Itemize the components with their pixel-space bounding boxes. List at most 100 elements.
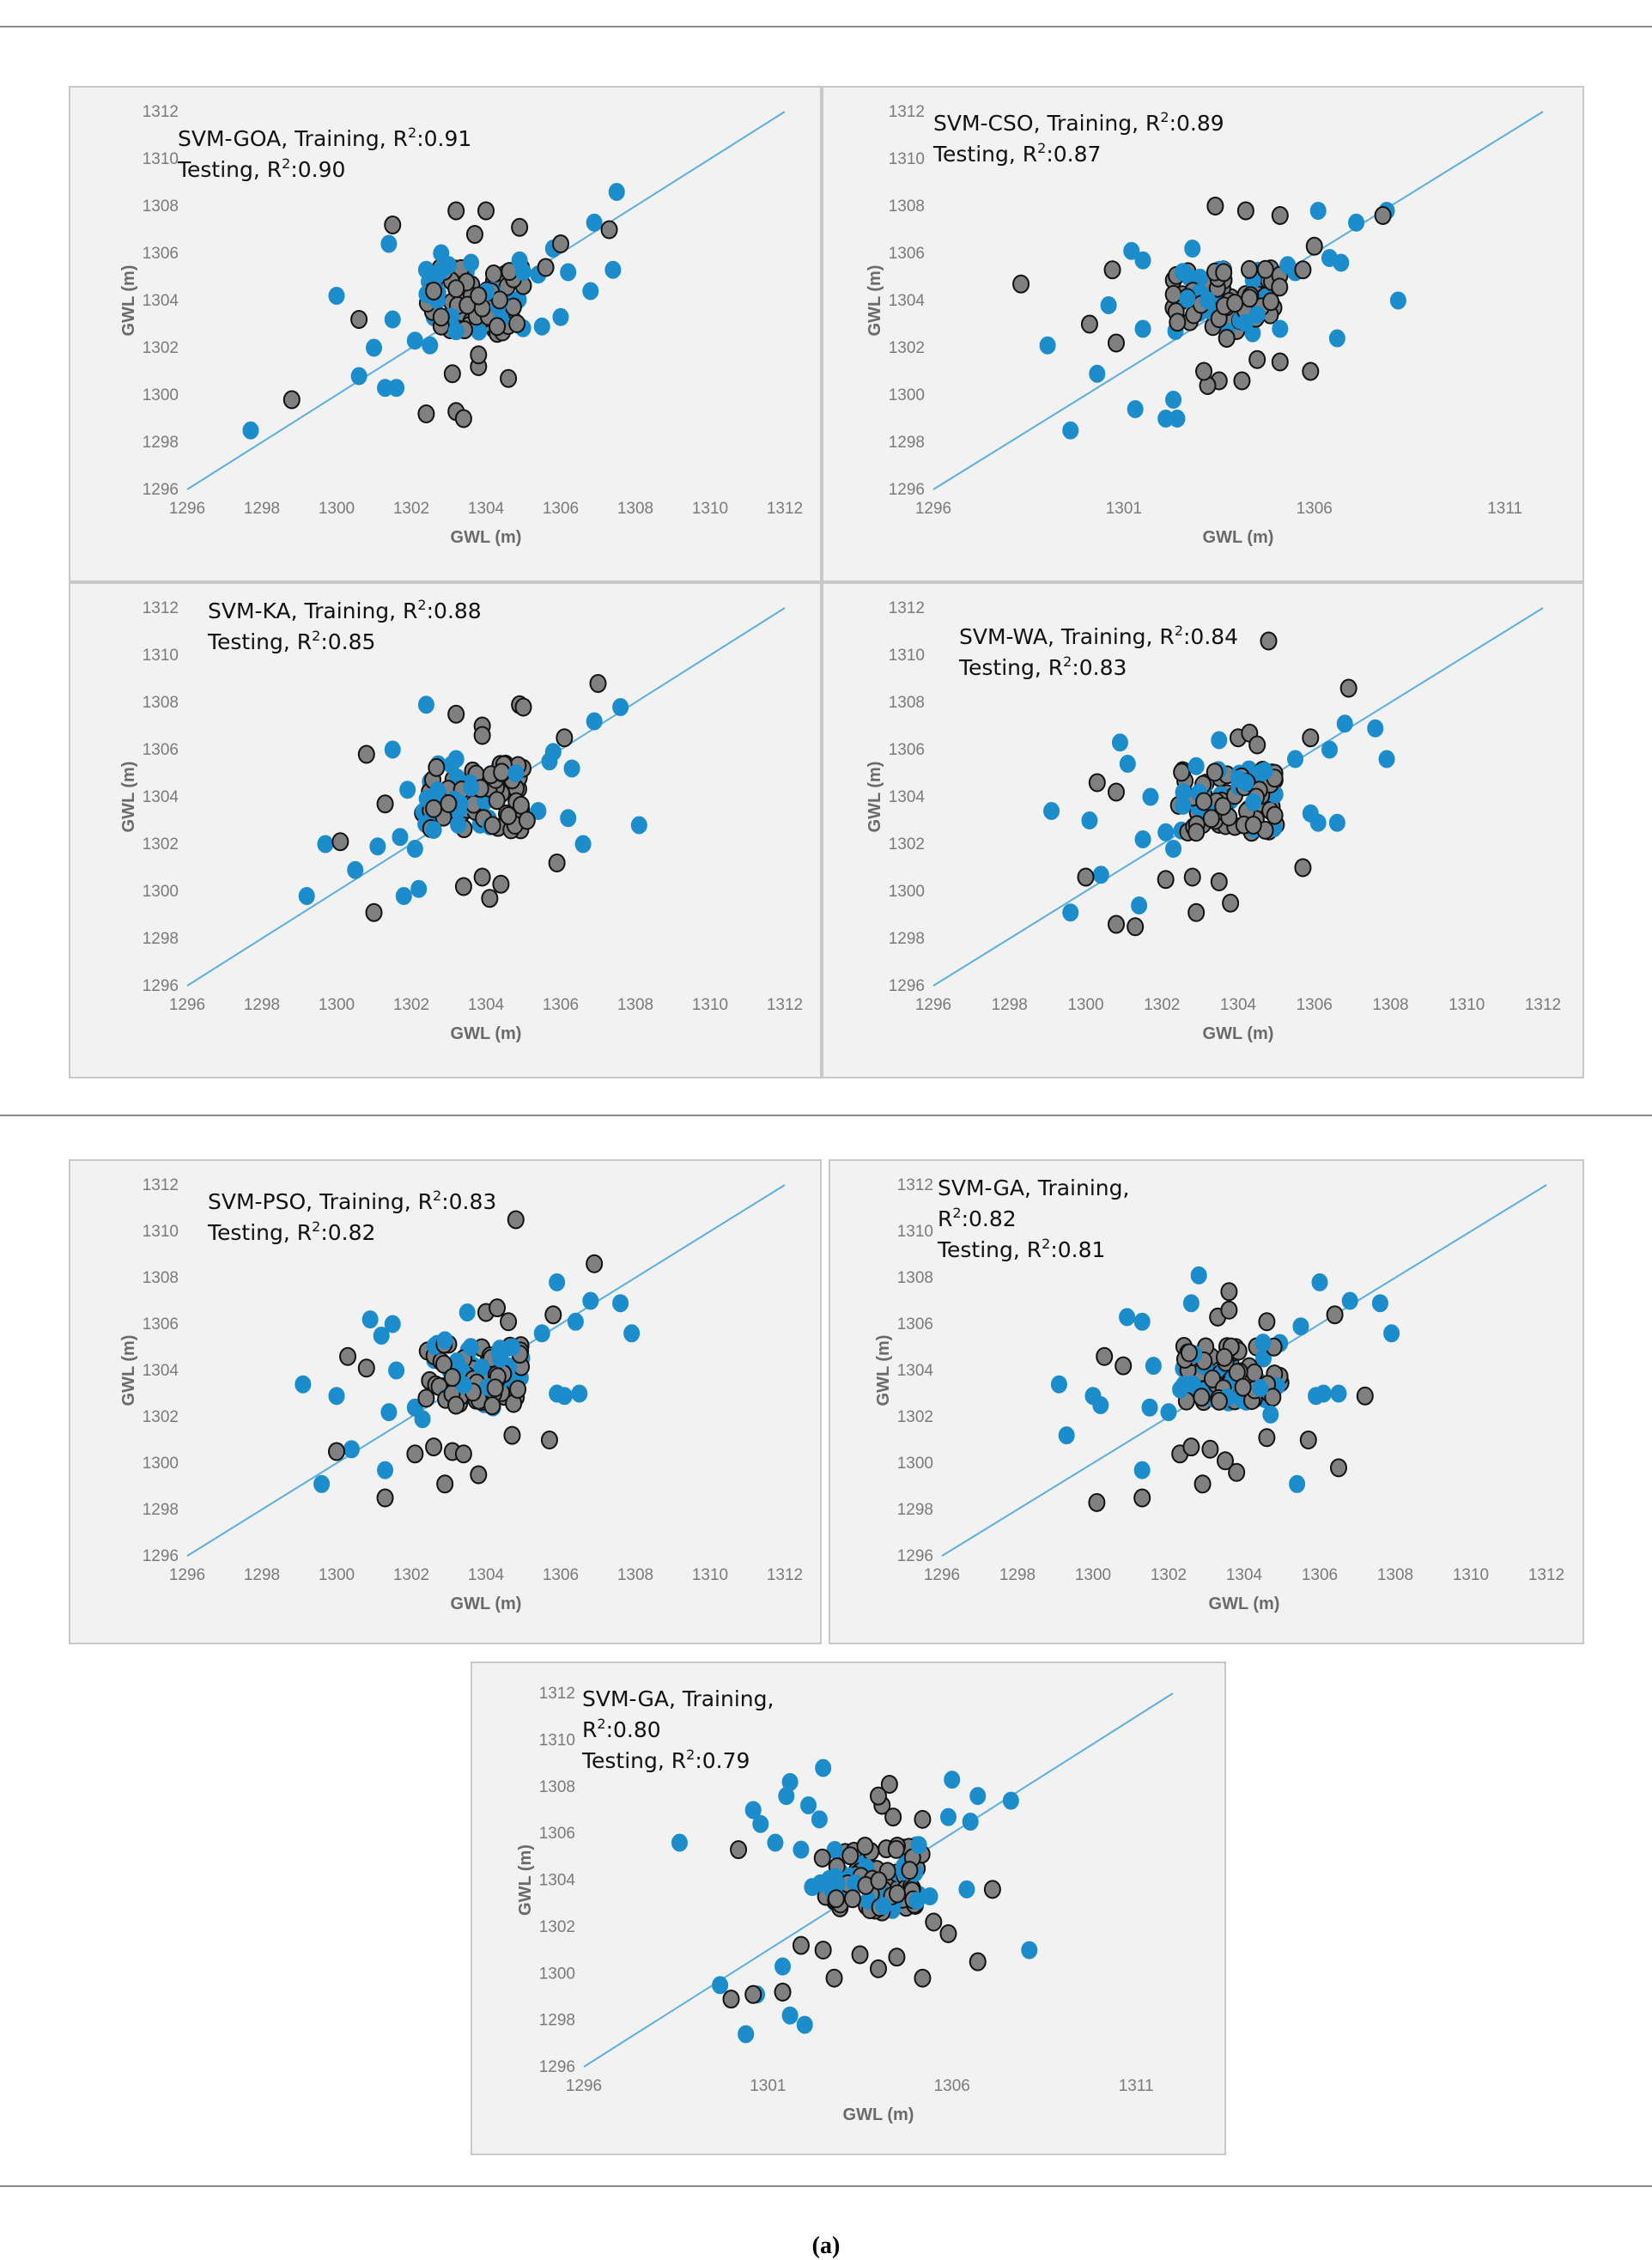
chart-svm-pso: 1296 1298 1300 1302 1304 1306 1308 1310 1312 1296… xyxy=(69,1159,822,1644)
x-tick-label: 1300 xyxy=(319,500,355,518)
x-tick-label: 1296 xyxy=(169,996,205,1014)
training-point xyxy=(406,840,423,858)
training-point xyxy=(1287,750,1304,769)
chart-svg: 1296 1298 1300 1302 1304 1306 1308 1310 1312 1296… xyxy=(119,1176,803,1613)
y-tick-label: 1302 xyxy=(539,1918,575,1936)
testing-point xyxy=(1234,1377,1252,1397)
training-point xyxy=(1182,1294,1200,1313)
testing-point xyxy=(357,744,375,764)
training-point xyxy=(1062,903,1079,922)
training-point xyxy=(380,1403,398,1422)
training-point xyxy=(752,1814,769,1833)
testing-point xyxy=(1248,349,1266,369)
x-tick-label: 1308 xyxy=(1377,1566,1413,1584)
testing-point xyxy=(1248,735,1266,755)
testing-point xyxy=(1294,858,1312,878)
annotation-line: Testing, R2:0.85 xyxy=(207,628,375,654)
x-tick-label: 1296 xyxy=(924,1566,960,1584)
training-point xyxy=(800,1796,817,1814)
training-point xyxy=(1367,719,1384,738)
training-point xyxy=(1089,364,1106,383)
x-tick-label: 1296 xyxy=(169,1566,205,1584)
training-point xyxy=(1348,213,1365,232)
training-point xyxy=(1341,1291,1358,1310)
training-point xyxy=(552,307,569,326)
training-point xyxy=(492,1349,509,1368)
training-point xyxy=(395,887,412,905)
testing-point xyxy=(1222,893,1240,913)
testing-point xyxy=(730,1840,748,1860)
training-point xyxy=(295,1375,312,1394)
x-tick-label: 1310 xyxy=(1449,996,1485,1014)
testing-point xyxy=(454,877,472,896)
training-point xyxy=(939,1807,957,1826)
testing-point xyxy=(473,867,491,887)
testing-point xyxy=(1012,274,1030,294)
testing-point xyxy=(1220,1282,1238,1302)
testing-point xyxy=(1103,260,1121,280)
annotation-line: SVM-WA, Training, R2:0.84 xyxy=(959,623,1238,649)
training-point xyxy=(796,2015,813,2034)
testing-point xyxy=(914,1968,932,1988)
y-tick-label: 1312 xyxy=(143,1176,179,1194)
x-axis-label: GWL (m) xyxy=(843,2105,914,2124)
testing-point xyxy=(1210,1391,1228,1411)
training-point xyxy=(429,781,446,800)
training-point xyxy=(1378,750,1395,769)
testing-point xyxy=(1187,902,1206,922)
testing-point xyxy=(350,310,368,329)
y-tick-label: 1308 xyxy=(143,1269,179,1287)
testing-point xyxy=(1164,284,1182,304)
y-tick-label: 1298 xyxy=(889,930,925,948)
y-tick-label: 1310 xyxy=(143,1223,179,1241)
testing-point xyxy=(454,1444,472,1464)
training-point xyxy=(447,750,465,769)
training-point xyxy=(463,253,480,272)
training-point xyxy=(612,1294,629,1313)
testing-point xyxy=(1206,197,1224,216)
training-point xyxy=(1039,336,1056,355)
training-point xyxy=(1123,241,1140,260)
testing-point xyxy=(331,832,349,852)
y-tick-label: 1310 xyxy=(143,150,179,168)
training-point xyxy=(440,256,457,275)
y-tick-label: 1312 xyxy=(889,103,925,121)
x-tick-label: 1302 xyxy=(1151,1566,1187,1584)
training-point xyxy=(1190,1266,1207,1285)
training-point xyxy=(1157,410,1175,428)
y-tick-label: 1298 xyxy=(539,2012,575,2030)
y-tick-label: 1306 xyxy=(143,741,179,759)
y-axis-label: GWL (m) xyxy=(516,1844,535,1916)
x-tick-label: 1306 xyxy=(1302,1566,1338,1584)
training-point xyxy=(373,1327,390,1345)
chart-svm-ga-2: 1296 1298 1300 1302 1304 1306 1308 1310 1312 1296… xyxy=(471,1662,1226,2155)
y-tick-label: 1296 xyxy=(889,481,925,499)
x-tick-label: 1298 xyxy=(244,996,280,1014)
training-point xyxy=(1248,306,1266,324)
training-point xyxy=(417,696,434,714)
training-point xyxy=(563,759,580,778)
testing-point xyxy=(1220,1300,1238,1320)
x-axis-label: GWL (m) xyxy=(1203,1024,1274,1043)
testing-point xyxy=(503,1425,521,1445)
testing-point xyxy=(1215,1347,1233,1367)
x-tick-label: 1310 xyxy=(1453,1566,1489,1584)
training-point xyxy=(1328,813,1345,832)
y-tick-label: 1312 xyxy=(143,599,179,617)
testing-point xyxy=(483,1396,501,1416)
y-tick-label: 1302 xyxy=(143,835,179,854)
testing-point xyxy=(544,1305,562,1325)
top-rule xyxy=(0,26,1652,27)
training-point xyxy=(1133,1312,1151,1331)
y-tick-label: 1304 xyxy=(889,788,926,806)
testing-point xyxy=(1226,294,1244,313)
x-tick-label: 1304 xyxy=(468,1566,505,1584)
training-point xyxy=(781,2006,799,2025)
testing-point xyxy=(447,704,465,724)
training-point xyxy=(1043,802,1060,820)
x-tick-label: 1302 xyxy=(1144,996,1180,1014)
testing-point xyxy=(508,313,526,333)
x-tick-label: 1302 xyxy=(393,500,429,518)
training-point xyxy=(774,1957,792,1976)
y-tick-label: 1298 xyxy=(897,1501,933,1519)
